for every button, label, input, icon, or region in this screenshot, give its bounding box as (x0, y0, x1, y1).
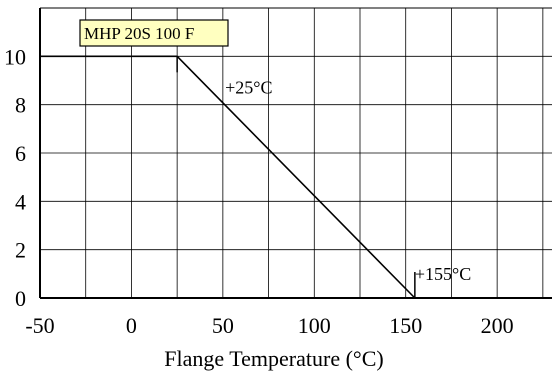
y-tick-label: 6 (15, 141, 26, 166)
x-tick-labels: -50 0 50 100 150 200 (25, 313, 513, 338)
model-label-text: MHP 20S 100 F (84, 24, 194, 43)
x-tick-label: 200 (481, 313, 514, 338)
model-label: MHP 20S 100 F (79, 19, 229, 47)
annotation-label: +155°C (415, 264, 471, 284)
y-tick-labels: 0 2 4 6 8 10 (4, 44, 26, 311)
x-axis-title: Flange Temperature (°C) (164, 346, 383, 371)
y-tick-label: 2 (15, 238, 26, 263)
x-tick-label: 0 (126, 313, 137, 338)
y-tick-label: 0 (15, 286, 26, 311)
x-tick-label: 50 (212, 313, 234, 338)
y-tick-label: 10 (4, 44, 26, 69)
y-tick-label: 8 (15, 93, 26, 118)
annotation-label: +25°C (225, 77, 272, 97)
x-tick-label: 100 (298, 313, 331, 338)
model-label-box (79, 19, 229, 47)
grid (39, 7, 552, 299)
x-tick-label: -50 (25, 313, 54, 338)
y-tick-label: 4 (15, 189, 26, 214)
annotations: +25°C +155°C (176, 56, 471, 298)
x-tick-label: 150 (389, 313, 422, 338)
